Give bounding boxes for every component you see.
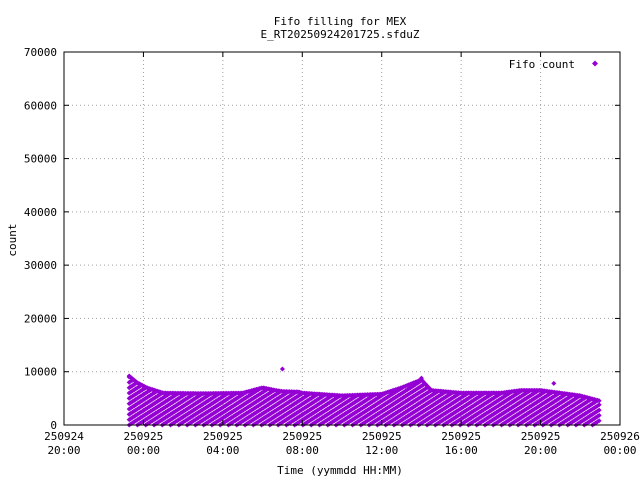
x-axis-label: Time (yymmdd HH:MM) xyxy=(277,464,403,477)
data-point xyxy=(596,402,602,408)
chart-subtitle: E_RT20250924201725.sfduZ xyxy=(261,28,420,41)
y-tick-label: 40000 xyxy=(24,206,57,219)
x-tick-label-date: 250925 xyxy=(203,430,243,443)
x-tick-label-time: 20:00 xyxy=(47,444,80,457)
y-tick-label: 0 xyxy=(50,419,57,432)
legend-label: Fifo count xyxy=(509,58,575,71)
y-tick-label: 30000 xyxy=(24,259,57,272)
x-tick-label-date: 250925 xyxy=(282,430,322,443)
x-tick-label-time: 08:00 xyxy=(286,444,319,457)
plot-frame xyxy=(63,51,621,426)
data-points xyxy=(126,366,602,428)
data-point xyxy=(596,407,602,413)
data-point xyxy=(279,366,285,372)
y-tick-label: 10000 xyxy=(24,366,57,379)
x-tick-label-date: 250925 xyxy=(362,430,402,443)
x-tick-label-date: 250926 xyxy=(600,430,640,443)
data-point xyxy=(596,398,602,404)
x-tick-label-time: 00:00 xyxy=(127,444,160,457)
data-point xyxy=(418,375,424,381)
y-axis: 0 10000 20000 30000 40000 50000 60000 70000 xyxy=(24,46,620,432)
x-tick-label-time: 04:00 xyxy=(206,444,239,457)
legend: Fifo count xyxy=(509,58,598,71)
y-tick-label: 50000 xyxy=(24,153,57,166)
x-axis: 25092420:0025092500:0025092504:002509250… xyxy=(44,52,640,457)
x-tick-label-date: 250925 xyxy=(521,430,561,443)
x-tick-label-time: 12:00 xyxy=(365,444,398,457)
y-axis-label: count xyxy=(6,223,19,256)
data-point xyxy=(551,380,557,386)
data-point xyxy=(252,394,258,400)
data-point xyxy=(596,418,602,424)
legend-marker xyxy=(592,60,598,67)
x-tick-label-time: 00:00 xyxy=(603,444,636,457)
x-tick-label-date: 250924 xyxy=(44,430,84,443)
x-tick-label-date: 250925 xyxy=(124,430,164,443)
data-point xyxy=(252,416,258,422)
y-tick-label: 20000 xyxy=(24,312,57,325)
chart-title: Fifo filling for MEX xyxy=(274,15,407,28)
grid xyxy=(64,52,620,425)
data-point xyxy=(596,412,602,418)
x-tick-label-time: 16:00 xyxy=(445,444,478,457)
data-point xyxy=(252,405,258,411)
y-tick-label: 70000 xyxy=(24,46,57,59)
y-tick-label: 60000 xyxy=(24,99,57,112)
x-tick-label-time: 20:00 xyxy=(524,444,557,457)
x-tick-label-date: 250925 xyxy=(441,430,481,443)
data-point xyxy=(252,400,258,406)
data-point xyxy=(252,410,258,416)
